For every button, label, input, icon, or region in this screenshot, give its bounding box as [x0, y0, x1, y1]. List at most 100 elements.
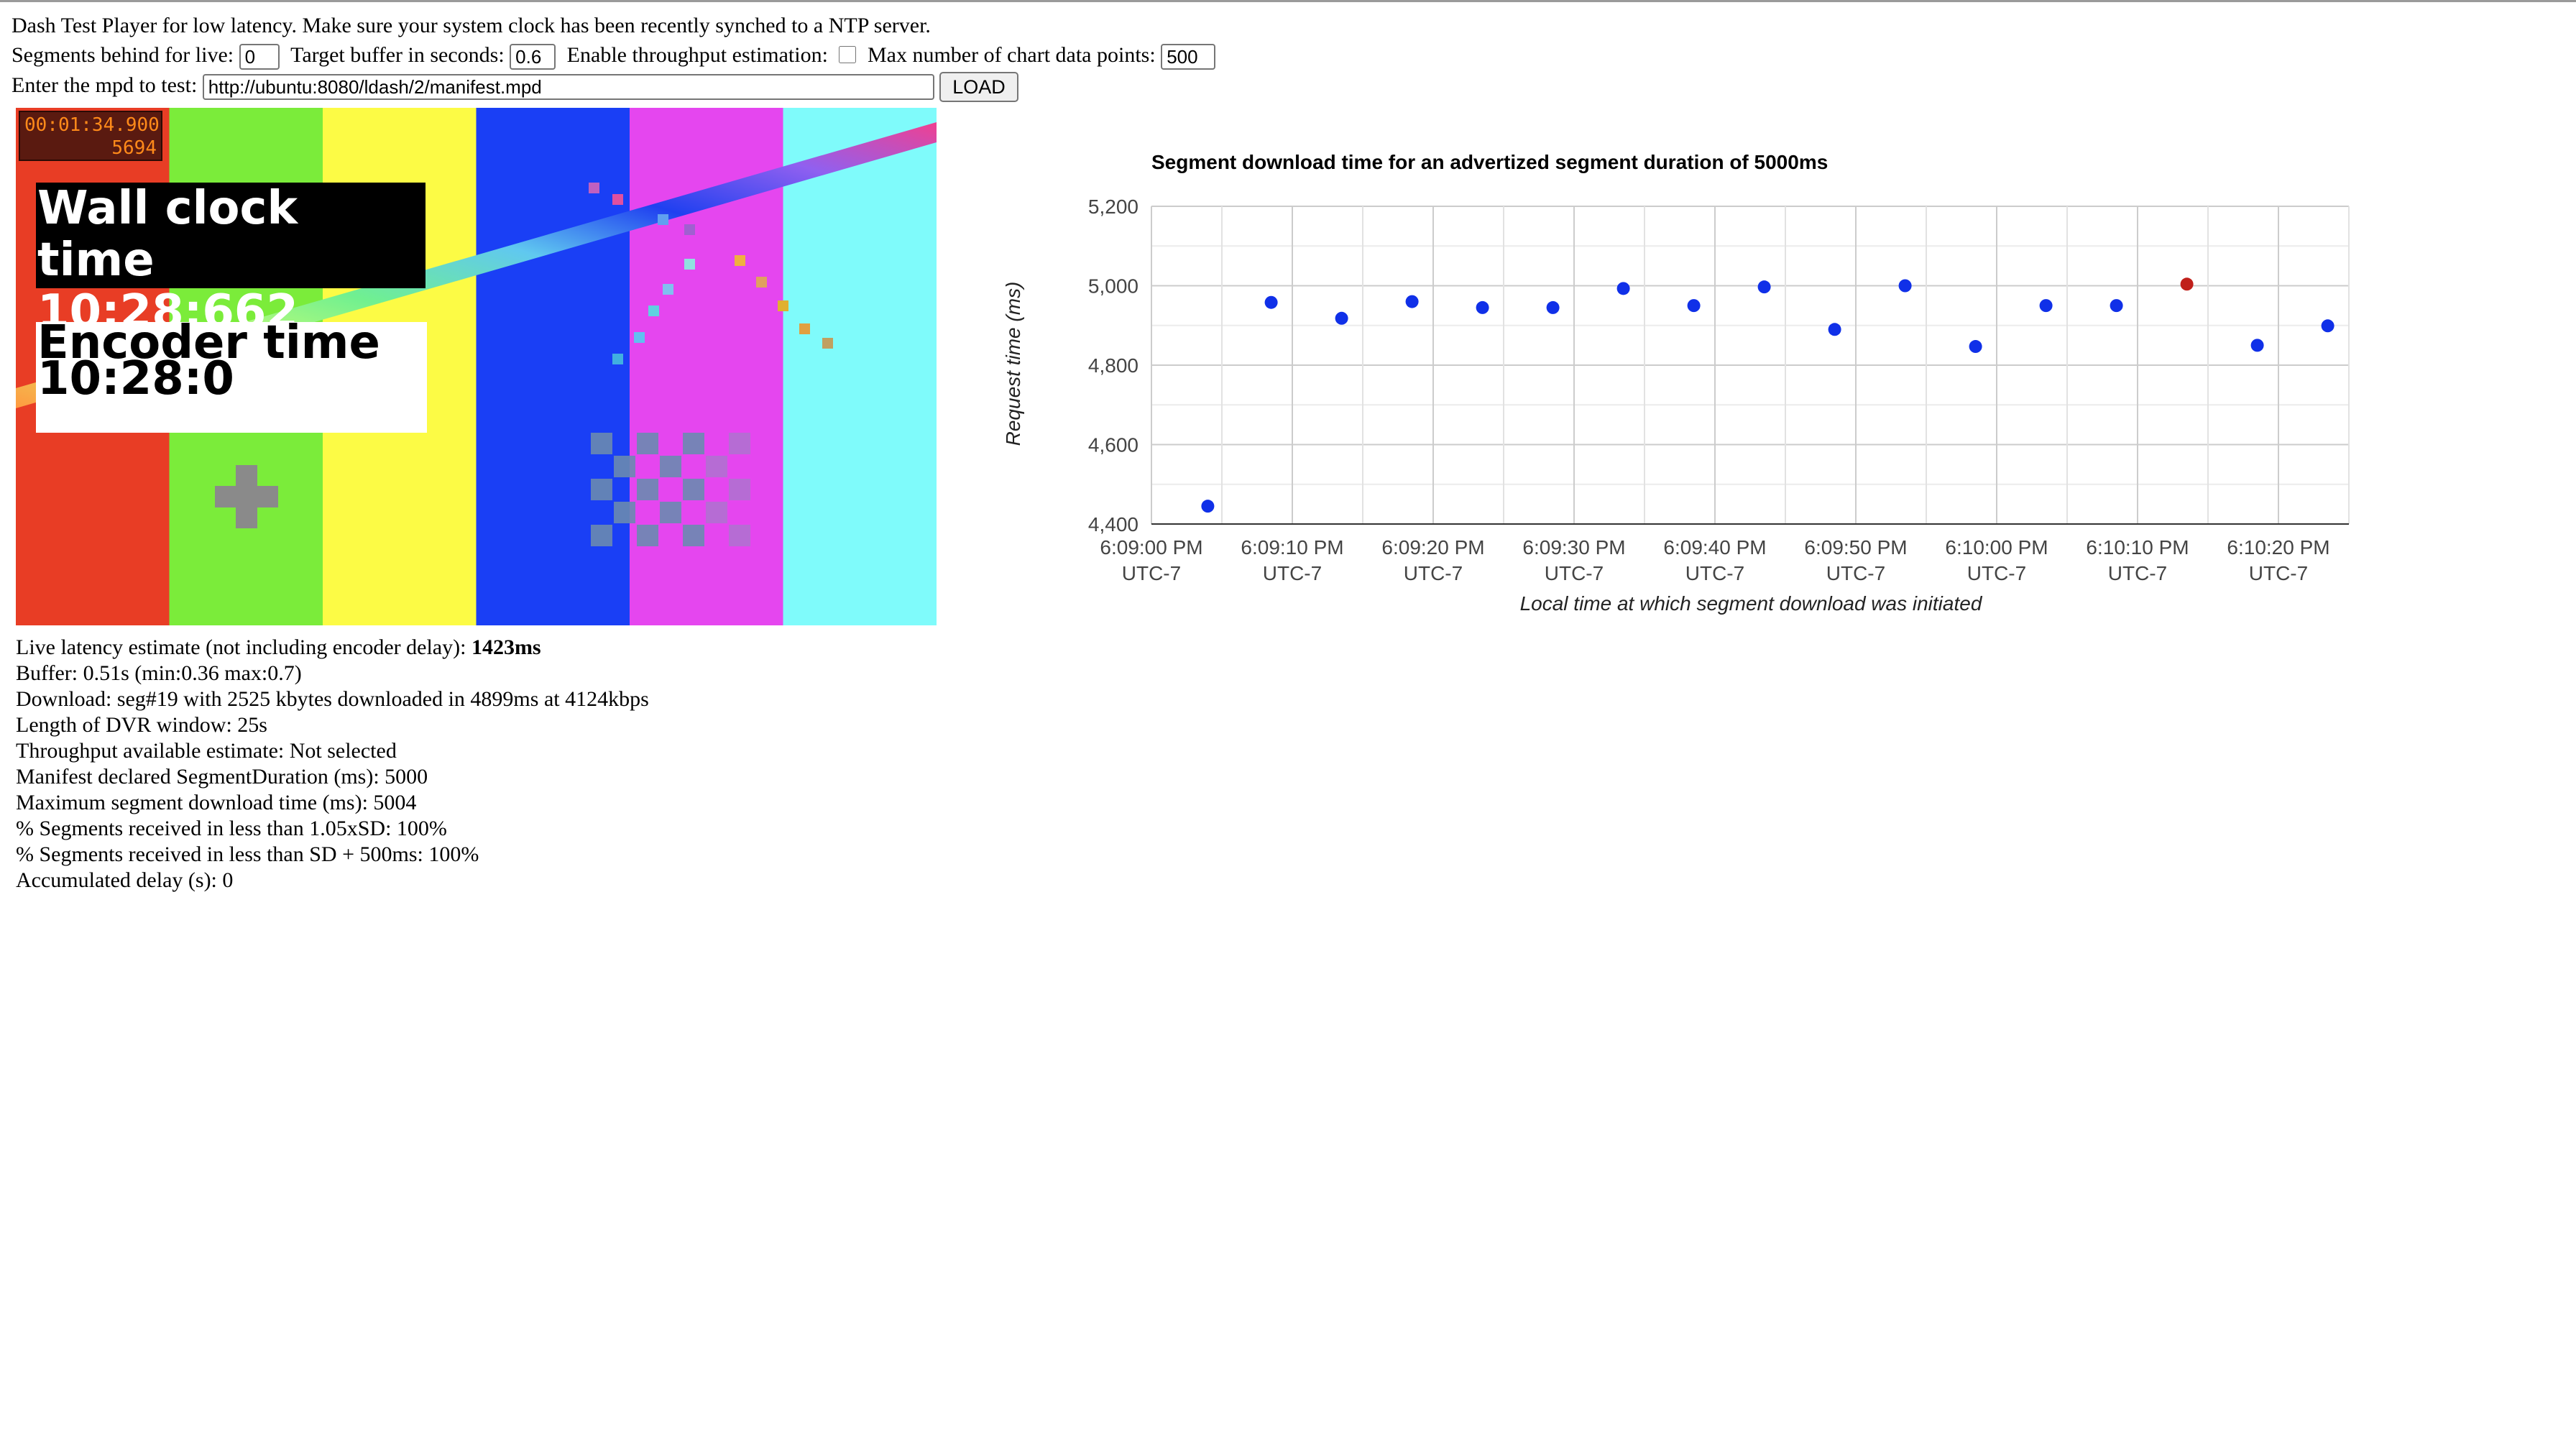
checker-square: [729, 479, 750, 500]
y-tick-label: 5,200: [1088, 196, 1138, 218]
stat-pct-sd500: % Segments received in less than SD + 50…: [16, 842, 479, 866]
data-point: [1898, 279, 1912, 293]
checker-square: [614, 502, 635, 523]
pattern-square: [799, 323, 810, 334]
x-tick-label: 6:09:30 PM: [1522, 536, 1625, 559]
pattern-square: [648, 305, 659, 316]
data-point: [1828, 323, 1841, 336]
data-point: [1616, 282, 1630, 295]
frame-counter: 5694: [111, 137, 157, 159]
pattern-square: [663, 284, 673, 295]
encoder-time-value: 10:28:0: [37, 352, 234, 405]
checker-square: [591, 479, 612, 500]
chart-points: [1201, 277, 2334, 513]
pattern-square: [634, 332, 645, 343]
x-tick-label: 6:09:20 PM: [1381, 536, 1484, 559]
data-point: [2039, 299, 2053, 313]
x-tick-sublabel: UTC-7: [1545, 562, 1604, 584]
data-point: [1264, 295, 1278, 309]
latency-label: Live latency estimate (not including enc…: [16, 635, 472, 659]
max-points-label: Max number of chart data points:: [867, 43, 1156, 67]
pattern-square: [735, 255, 745, 266]
pattern-square: [612, 354, 623, 364]
stat-accumulated-delay: Accumulated delay (s): 0: [16, 868, 234, 892]
y-tick-label: 4,600: [1088, 434, 1138, 456]
chart-grid: [1151, 206, 2350, 525]
floating-squares: [589, 183, 833, 364]
mpd-url-input[interactable]: [202, 74, 934, 101]
data-point: [2110, 299, 2123, 313]
stat-max-download: Maximum segment download time (ms): 5004: [16, 791, 417, 814]
latency-value: 1423ms: [471, 635, 541, 659]
stat-download: Download: seg#19 with 2525 kbytes downlo…: [16, 687, 649, 711]
data-point: [1335, 311, 1348, 325]
stat-throughput: Throughput available estimate: Not selec…: [16, 739, 397, 763]
checker-pattern: [591, 433, 750, 546]
load-button[interactable]: LOAD: [939, 72, 1018, 103]
video-player[interactable]: 00:01:34.900 5694 Wall clock time 10:28:…: [16, 108, 937, 625]
x-tick-label: 6:09:50 PM: [1804, 536, 1907, 559]
wall-clock-overlay: Wall clock time 10:28:662: [36, 182, 426, 338]
pattern-square: [658, 214, 668, 225]
data-point: [1405, 295, 1419, 308]
x-axis-label: Local time at which segment download was…: [1520, 592, 1983, 615]
x-tick-sublabel: UTC-7: [1826, 562, 1885, 584]
x-tick-sublabel: UTC-7: [1122, 562, 1181, 584]
checker-square: [706, 502, 727, 523]
encoder-time-label: Encoder time: [37, 316, 380, 369]
color-bar: [476, 108, 630, 625]
wall-clock-label: Wall clock time: [37, 182, 298, 287]
checker-square: [660, 456, 681, 477]
chart-title: Segment download time for an advertized …: [1151, 151, 1828, 173]
data-point: [1476, 300, 1489, 314]
checker-square: [660, 502, 681, 523]
x-tick-label: 6:10:20 PM: [2227, 536, 2329, 559]
mpd-row: Enter the mpd to test: LOAD: [12, 72, 1018, 103]
data-point: [2321, 319, 2334, 333]
timecode-counter: 00:01:34.900 5694: [19, 111, 162, 161]
pattern-square: [612, 194, 623, 205]
data-point: [1546, 300, 1560, 314]
y-axis-label: Request time (ms): [1002, 282, 1024, 446]
pattern-square: [822, 338, 833, 349]
checker-square: [683, 433, 704, 454]
x-axis-ticks: 6:09:00 PM UTC-7 6:09:10 PM UTC-7 6:09:20 PM…: [1100, 536, 2329, 584]
checker-square: [683, 479, 704, 500]
data-point: [2250, 339, 2264, 352]
settings-row: Segments behind for live: Target buffer …: [12, 42, 1216, 70]
pattern-square: [684, 224, 695, 235]
throughput-checkbox[interactable]: [839, 46, 857, 64]
target-buffer-input[interactable]: [510, 44, 556, 70]
checker-square: [683, 525, 704, 546]
stat-pct-105: % Segments received in less than 1.05xSD…: [16, 817, 447, 840]
x-tick-label: 6:09:00 PM: [1100, 536, 1202, 559]
checker-square: [614, 456, 635, 477]
pattern-square: [589, 183, 599, 193]
data-point: [1757, 280, 1771, 294]
x-tick-label: 6:10:10 PM: [2086, 536, 2189, 559]
data-point: [1969, 340, 1982, 354]
checker-square: [729, 525, 750, 546]
target-buffer-label: Target buffer in seconds:: [290, 43, 505, 67]
segments-behind-input[interactable]: [239, 44, 280, 70]
segments-behind-label: Segments behind for live:: [12, 43, 234, 67]
max-points-input[interactable]: [1161, 44, 1216, 70]
pattern-square: [778, 300, 788, 311]
x-tick-sublabel: UTC-7: [1967, 562, 2026, 584]
checker-square: [637, 479, 658, 500]
intro-text: Dash Test Player for low latency. Make s…: [12, 14, 931, 37]
mpd-label: Enter the mpd to test:: [12, 73, 198, 97]
checker-square: [591, 433, 612, 454]
x-tick-label: 6:10:00 PM: [1945, 536, 2048, 559]
max-data-point: [2180, 277, 2194, 291]
x-tick-label: 6:09:40 PM: [1663, 536, 1766, 559]
checker-square: [591, 525, 612, 546]
cross-shape: [215, 465, 278, 528]
encoder-time-overlay: Encoder time 10:28:0: [36, 316, 427, 433]
checker-square: [706, 456, 727, 477]
pattern-square: [756, 277, 767, 288]
y-tick-label: 4,400: [1088, 513, 1138, 536]
x-tick-sublabel: UTC-7: [2108, 562, 2167, 584]
data-point: [1201, 500, 1215, 513]
